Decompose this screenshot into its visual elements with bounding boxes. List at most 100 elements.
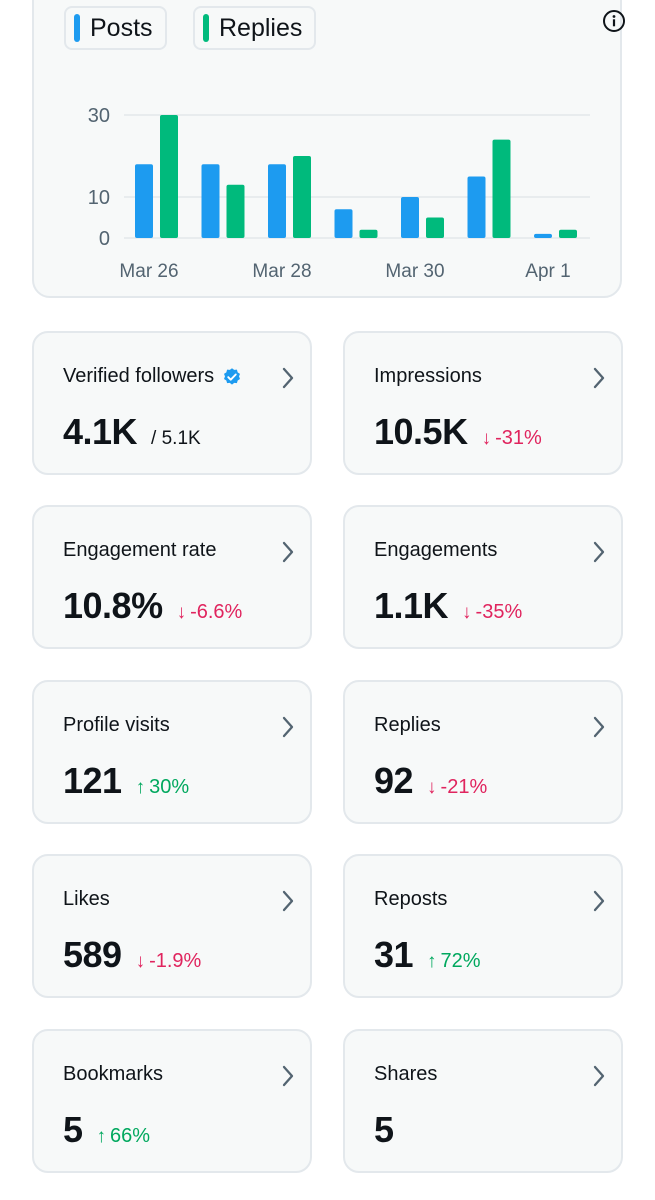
bar-posts-mar-28[interactable]: [268, 164, 286, 238]
stat-label-text: Impressions: [374, 365, 482, 387]
stat-delta-value: -1.9%: [149, 950, 202, 972]
stat-card-profile-visits[interactable]: Profile visits 121 ↑ 30%: [32, 680, 312, 824]
stat-card-verified-followers[interactable]: Verified followers 4.1K / 5.1K: [32, 331, 312, 475]
stat-value: 10.5K: [374, 411, 468, 452]
stat-card-reposts[interactable]: Reposts 31 ↑ 72%: [343, 854, 623, 998]
stat-card-impressions[interactable]: Impressions 10.5K ↓ -31%: [343, 331, 623, 475]
stat-delta-value: 72%: [440, 950, 481, 972]
stat-value: 121: [63, 760, 122, 801]
stat-value: 10.8%: [63, 585, 163, 626]
chevron-right-icon[interactable]: [591, 365, 607, 391]
stat-card-bookmarks[interactable]: Bookmarks 5 ↑ 66%: [32, 1029, 312, 1173]
y-tick-label: 0: [99, 228, 110, 250]
stat-value-row: 4.1K / 5.1K: [63, 411, 201, 453]
stat-card-likes[interactable]: Likes 589 ↓ -1.9%: [32, 854, 312, 998]
bar-replies-mar-26[interactable]: [160, 115, 178, 238]
stat-label-text: Profile visits: [63, 714, 170, 736]
x-tick-label: Mar 28: [252, 261, 311, 282]
posts-swatch: [74, 14, 80, 42]
stat-value: 92: [374, 760, 414, 801]
arrow-up-icon: ↑: [96, 1126, 107, 1147]
stat-label: Profile visits: [63, 714, 170, 737]
chevron-right-icon[interactable]: [280, 539, 296, 565]
arrow-down-icon: ↓: [481, 428, 492, 449]
stat-delta: ↑ 30%: [136, 776, 190, 799]
stat-delta: ↓ -21%: [427, 776, 487, 799]
stat-delta: ↓ -35%: [462, 601, 522, 624]
stat-value-row: 5: [374, 1109, 394, 1151]
stat-label: Shares: [374, 1063, 437, 1086]
replies-swatch: [203, 14, 209, 42]
x-tick-label: Mar 30: [385, 261, 444, 282]
stat-delta-value: -6.6%: [190, 601, 243, 623]
stat-card-engagement-rate[interactable]: Engagement rate 10.8% ↓ -6.6%: [32, 505, 312, 649]
x-tick-label: Apr 1: [525, 261, 570, 282]
bar-posts-mar-30[interactable]: [401, 197, 419, 238]
bar-chart: 30 10 0 Mar 26 Mar 28 Mar 30 Apr 1: [88, 105, 590, 282]
stat-delta: ↓ -31%: [482, 427, 542, 450]
chevron-right-icon[interactable]: [280, 714, 296, 740]
stat-value: 1.1K: [374, 585, 449, 626]
arrow-down-icon: ↓: [462, 602, 472, 623]
stat-label-text: Engagements: [374, 539, 498, 561]
stat-label: Bookmarks: [63, 1063, 163, 1086]
stat-total: / 5.1K: [151, 428, 201, 449]
stat-value-row: 589 ↓ -1.9%: [63, 934, 201, 976]
bar-replies-mar-30[interactable]: [426, 217, 444, 239]
bar-posts-mar-29[interactable]: [334, 209, 353, 238]
chevron-right-icon[interactable]: [280, 1063, 296, 1089]
bar-posts-mar-27[interactable]: [201, 164, 220, 238]
stat-delta-value: 66%: [110, 1125, 151, 1147]
arrow-down-icon: ↓: [135, 951, 146, 972]
stat-label: Likes: [63, 888, 110, 911]
bar-replies-mar-27[interactable]: [226, 184, 245, 238]
chevron-right-icon[interactable]: [591, 539, 607, 565]
stat-label: Engagement rate: [63, 539, 216, 562]
chevron-right-icon[interactable]: [591, 888, 607, 914]
chevron-right-icon[interactable]: [280, 365, 296, 391]
arrow-down-icon: ↓: [427, 777, 437, 798]
x-tick-label: Mar 26: [119, 261, 178, 282]
stat-card-shares[interactable]: Shares 5: [343, 1029, 623, 1173]
bar-posts-mar-26[interactable]: [135, 164, 153, 238]
stat-value: 589: [63, 934, 122, 975]
chevron-right-icon[interactable]: [591, 1063, 607, 1089]
stat-label-text: Engagement rate: [63, 539, 217, 561]
stat-value-row: 10.8% ↓ -6.6%: [63, 585, 242, 627]
stat-label-text: Likes: [63, 888, 110, 910]
stat-value-row: 1.1K ↓ -35%: [374, 585, 522, 627]
stat-delta-value: 30%: [149, 776, 190, 798]
info-icon[interactable]: [602, 9, 626, 33]
bar-posts-apr-1[interactable]: [534, 233, 552, 238]
stat-delta: ↓ -1.9%: [136, 950, 202, 973]
chevron-right-icon[interactable]: [280, 888, 296, 914]
stat-card-engagements[interactable]: Engagements 1.1K ↓ -35%: [343, 505, 623, 649]
stat-value-row: 10.5K ↓ -31%: [374, 411, 542, 453]
bar-replies-mar-28[interactable]: [293, 156, 311, 238]
arrow-up-icon: ↑: [135, 777, 146, 798]
bar-replies-apr-1[interactable]: [559, 229, 577, 238]
legend-replies-label: Replies: [219, 13, 303, 42]
stat-label-text: Replies: [374, 714, 441, 736]
chevron-right-icon[interactable]: [591, 714, 607, 740]
stat-label-text: Shares: [374, 1063, 438, 1085]
stat-value-row: 5 ↑ 66%: [63, 1109, 150, 1151]
arrow-down-icon: ↓: [176, 602, 187, 623]
bar-posts-mar-31[interactable]: [467, 176, 486, 239]
stat-delta: ↓ -6.6%: [177, 601, 243, 624]
stat-value-row: 31 ↑ 72%: [374, 934, 481, 976]
bar-replies-mar-29[interactable]: [359, 229, 378, 238]
legend-replies[interactable]: Replies: [193, 6, 317, 50]
stat-delta-value: -21%: [440, 776, 488, 798]
stat-value: 5: [63, 1109, 83, 1150]
stat-label: Impressions: [374, 365, 482, 388]
stat-card-replies[interactable]: Replies 92 ↓ -21%: [343, 680, 623, 824]
bar-replies-mar-31[interactable]: [492, 139, 511, 238]
legend-posts[interactable]: Posts: [64, 6, 167, 50]
stat-delta: ↑ 72%: [427, 950, 481, 973]
stat-label-text: Bookmarks: [63, 1063, 164, 1085]
arrow-up-icon: ↑: [427, 951, 437, 972]
stat-label: Reposts: [374, 888, 447, 911]
legend-posts-label: Posts: [90, 13, 153, 42]
stat-delta: ↑ 66%: [97, 1125, 151, 1148]
